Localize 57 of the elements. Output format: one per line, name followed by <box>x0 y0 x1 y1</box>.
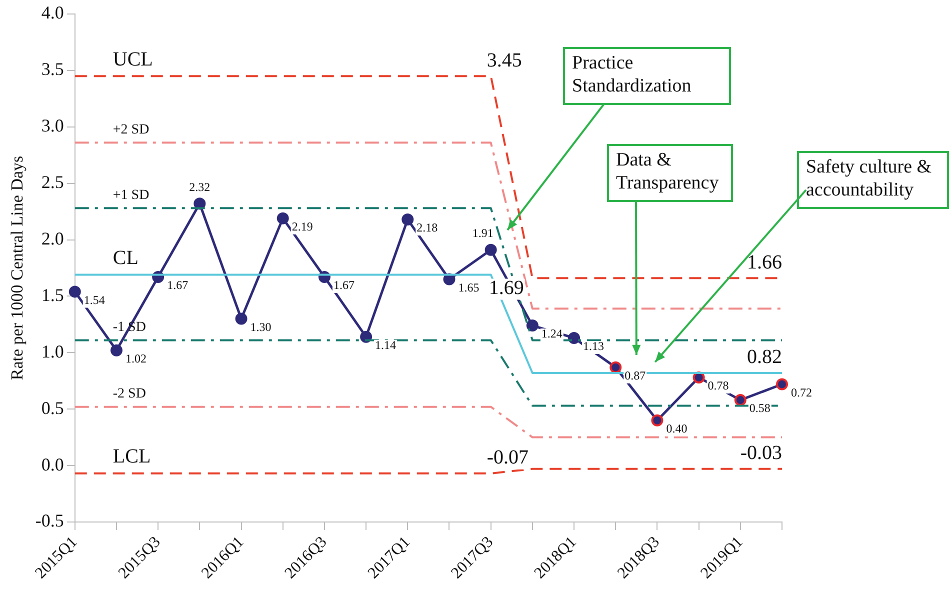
data-label: 0.82 <box>747 346 782 368</box>
point <box>68 286 81 298</box>
data-label: 3.45 <box>486 49 522 72</box>
data-label: 0.87 <box>624 368 646 382</box>
data-label: 1.91 <box>472 226 494 240</box>
y-tick-label: 2.5 <box>41 172 64 192</box>
data-label: 0.40 <box>666 422 688 436</box>
data-label: 1.66 <box>747 251 782 274</box>
point <box>110 344 122 356</box>
data-label: -0.07 <box>486 446 529 469</box>
y-tick-label: -0.5 <box>35 510 64 531</box>
y-axis-title: Rate per 1000 Central Line Days <box>8 156 27 380</box>
y-tick-label: 1.5 <box>41 284 64 305</box>
y-tick-label: 0.5 <box>41 398 64 418</box>
data-label: 0.78 <box>708 378 729 393</box>
series-label: +2 SD <box>112 122 150 138</box>
point <box>734 394 746 406</box>
data-label: 2.32 <box>189 180 210 194</box>
data-label: -0.03 <box>740 442 782 464</box>
data-label: 1.24 <box>541 326 562 341</box>
point <box>526 320 538 332</box>
data-label: 1.69 <box>488 277 524 300</box>
data-label: 2.18 <box>416 220 438 235</box>
point <box>276 212 289 224</box>
data-label: 2.19 <box>292 219 313 234</box>
data-label: 1.02 <box>125 352 146 366</box>
annotation: Data & Transparency <box>616 149 720 194</box>
series-label: +1 SD <box>112 188 150 203</box>
y-tick-label: 2.0 <box>41 228 64 248</box>
point <box>651 414 664 426</box>
point <box>776 378 788 390</box>
data-label: 1.65 <box>458 280 480 294</box>
y-tick-label: 0.0 <box>41 454 64 474</box>
point <box>484 244 497 256</box>
series-label: CL <box>112 247 138 270</box>
text: Safety culture & accountability <box>806 156 932 200</box>
data-label: 1.13 <box>583 339 604 354</box>
data-label: 0.72 <box>791 385 812 400</box>
series-label: -1 SD <box>112 320 146 335</box>
annotation: Practice Standardization <box>572 52 692 96</box>
point <box>402 213 414 226</box>
data-label: 1.54 <box>84 292 105 307</box>
point <box>235 312 248 325</box>
data-label: 1.30 <box>250 320 272 334</box>
series-label: -2 SD <box>112 386 146 402</box>
y-tick-label: 4.0 <box>41 2 64 23</box>
data-label: 1.67 <box>167 278 188 292</box>
y-tick-label: 3.5 <box>41 59 64 80</box>
data-label: 1.14 <box>375 338 396 352</box>
series-label: UCL <box>112 48 153 70</box>
point <box>568 332 580 344</box>
y-tick-label: 1.0 <box>41 341 64 362</box>
data-label: 0.58 <box>749 401 770 416</box>
point <box>610 361 622 374</box>
data-label: 1.67 <box>333 278 354 292</box>
y-tick-label: 3.0 <box>41 116 64 136</box>
series-label: LCL <box>112 446 151 468</box>
